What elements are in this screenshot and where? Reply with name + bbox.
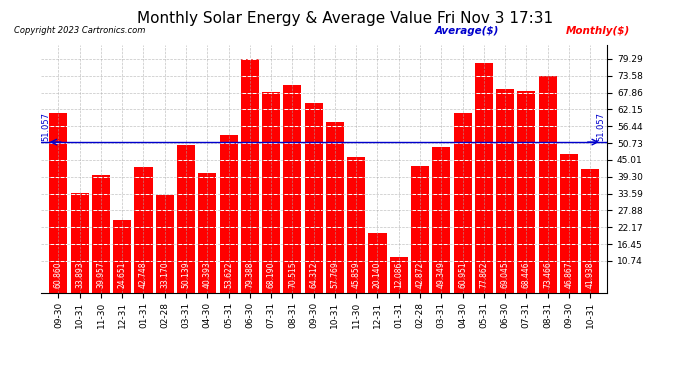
Text: 79.388: 79.388: [246, 262, 255, 288]
Text: 60.860: 60.860: [54, 261, 63, 288]
Bar: [135, 166, 152, 292]
Bar: [284, 85, 302, 292]
Bar: [411, 166, 429, 292]
Text: 42.872: 42.872: [415, 262, 424, 288]
Bar: [496, 89, 514, 292]
Bar: [113, 220, 131, 292]
Text: 68.190: 68.190: [266, 262, 275, 288]
Bar: [347, 158, 365, 292]
Bar: [581, 169, 599, 292]
Bar: [198, 174, 217, 292]
Bar: [304, 103, 323, 292]
Bar: [518, 91, 535, 292]
Bar: [70, 193, 89, 292]
Text: 77.862: 77.862: [480, 262, 489, 288]
Bar: [219, 135, 237, 292]
Text: 49.349: 49.349: [437, 261, 446, 288]
Text: 46.867: 46.867: [564, 261, 573, 288]
Text: 20.140: 20.140: [373, 262, 382, 288]
Text: 12.086: 12.086: [394, 262, 403, 288]
Text: 68.446: 68.446: [522, 261, 531, 288]
Text: 33.170: 33.170: [160, 261, 169, 288]
Bar: [177, 145, 195, 292]
Text: 69.045: 69.045: [501, 261, 510, 288]
Bar: [326, 122, 344, 292]
Bar: [453, 113, 471, 292]
Bar: [432, 147, 451, 292]
Text: 73.466: 73.466: [543, 261, 552, 288]
Bar: [241, 58, 259, 292]
Text: 51.057: 51.057: [41, 112, 50, 141]
Text: Monthly Solar Energy & Average Value Fri Nov 3 17:31: Monthly Solar Energy & Average Value Fri…: [137, 11, 553, 26]
Bar: [368, 233, 386, 292]
Text: 42.748: 42.748: [139, 262, 148, 288]
Text: 70.515: 70.515: [288, 261, 297, 288]
Text: 50.139: 50.139: [181, 261, 190, 288]
Text: 64.312: 64.312: [309, 262, 318, 288]
Text: 51.057: 51.057: [596, 112, 605, 141]
Text: 57.769: 57.769: [331, 261, 339, 288]
Text: 24.651: 24.651: [118, 262, 127, 288]
Text: 53.622: 53.622: [224, 262, 233, 288]
Bar: [156, 195, 174, 292]
Text: 45.859: 45.859: [352, 261, 361, 288]
Text: 33.893: 33.893: [75, 261, 84, 288]
Bar: [92, 175, 110, 292]
Bar: [560, 154, 578, 292]
Text: Copyright 2023 Cartronics.com: Copyright 2023 Cartronics.com: [14, 26, 145, 35]
Text: 60.951: 60.951: [458, 261, 467, 288]
Text: 40.393: 40.393: [203, 261, 212, 288]
Text: 41.938: 41.938: [586, 262, 595, 288]
Text: Average($): Average($): [435, 26, 499, 36]
Bar: [50, 113, 68, 292]
Text: 39.957: 39.957: [97, 261, 106, 288]
Bar: [262, 92, 280, 292]
Bar: [390, 257, 408, 292]
Bar: [475, 63, 493, 292]
Bar: [539, 76, 557, 292]
Text: Monthly($): Monthly($): [566, 26, 630, 36]
